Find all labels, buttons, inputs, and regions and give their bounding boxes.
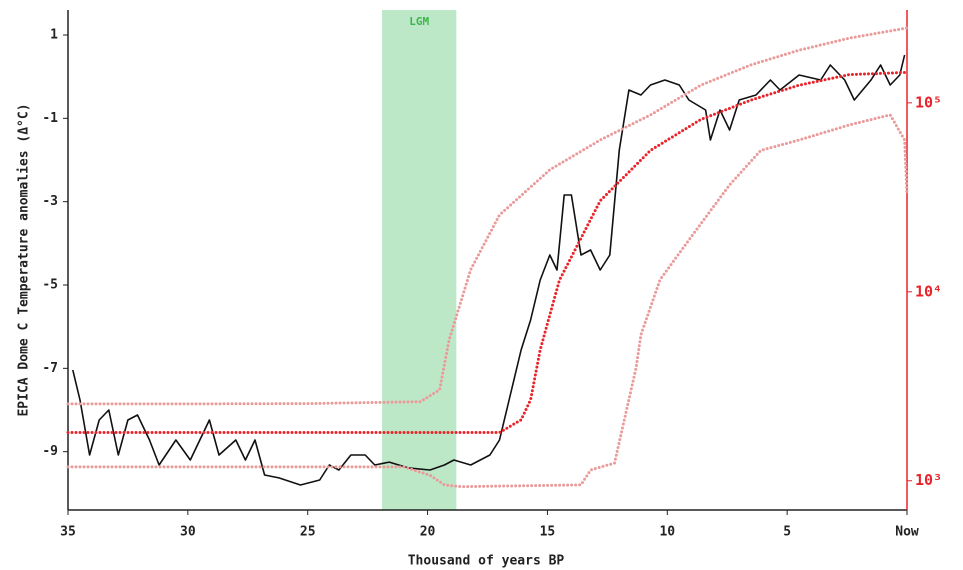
x-axis-label: Thousand of years BP: [408, 554, 565, 569]
y-tick-label: -3: [42, 194, 58, 209]
x-tick-label: Now: [895, 525, 919, 540]
series-line: [66, 113, 909, 489]
y2-tick-label: 10⁴: [915, 282, 942, 300]
x-tick-label: 35: [60, 525, 76, 540]
x-tick-label: 20: [420, 525, 436, 540]
x-tick-label: 5: [783, 525, 791, 540]
y-tick-label: -1: [42, 111, 58, 126]
series-line: [72, 54, 906, 486]
x-tick-label: 25: [300, 525, 316, 540]
x-tick-label: 10: [659, 525, 675, 540]
y-tick-label: 1: [50, 28, 58, 43]
shaded-region: [382, 10, 457, 510]
y-tick-label: -7: [42, 361, 58, 376]
y-tick-label: -5: [42, 278, 58, 293]
y2-tick-label: 10⁵: [915, 93, 942, 111]
y-axis-label: EPICA Dome C Temperature anomalies (Δ°C): [17, 103, 32, 416]
x-tick-label: 30: [180, 525, 196, 540]
y2-tick-label: 10³: [915, 471, 942, 489]
y-tick-label: -9: [42, 444, 58, 459]
series-line: [66, 26, 909, 406]
series-line: [66, 70, 909, 434]
region-label: LGM: [409, 15, 429, 28]
x-tick-label: 15: [540, 525, 556, 540]
